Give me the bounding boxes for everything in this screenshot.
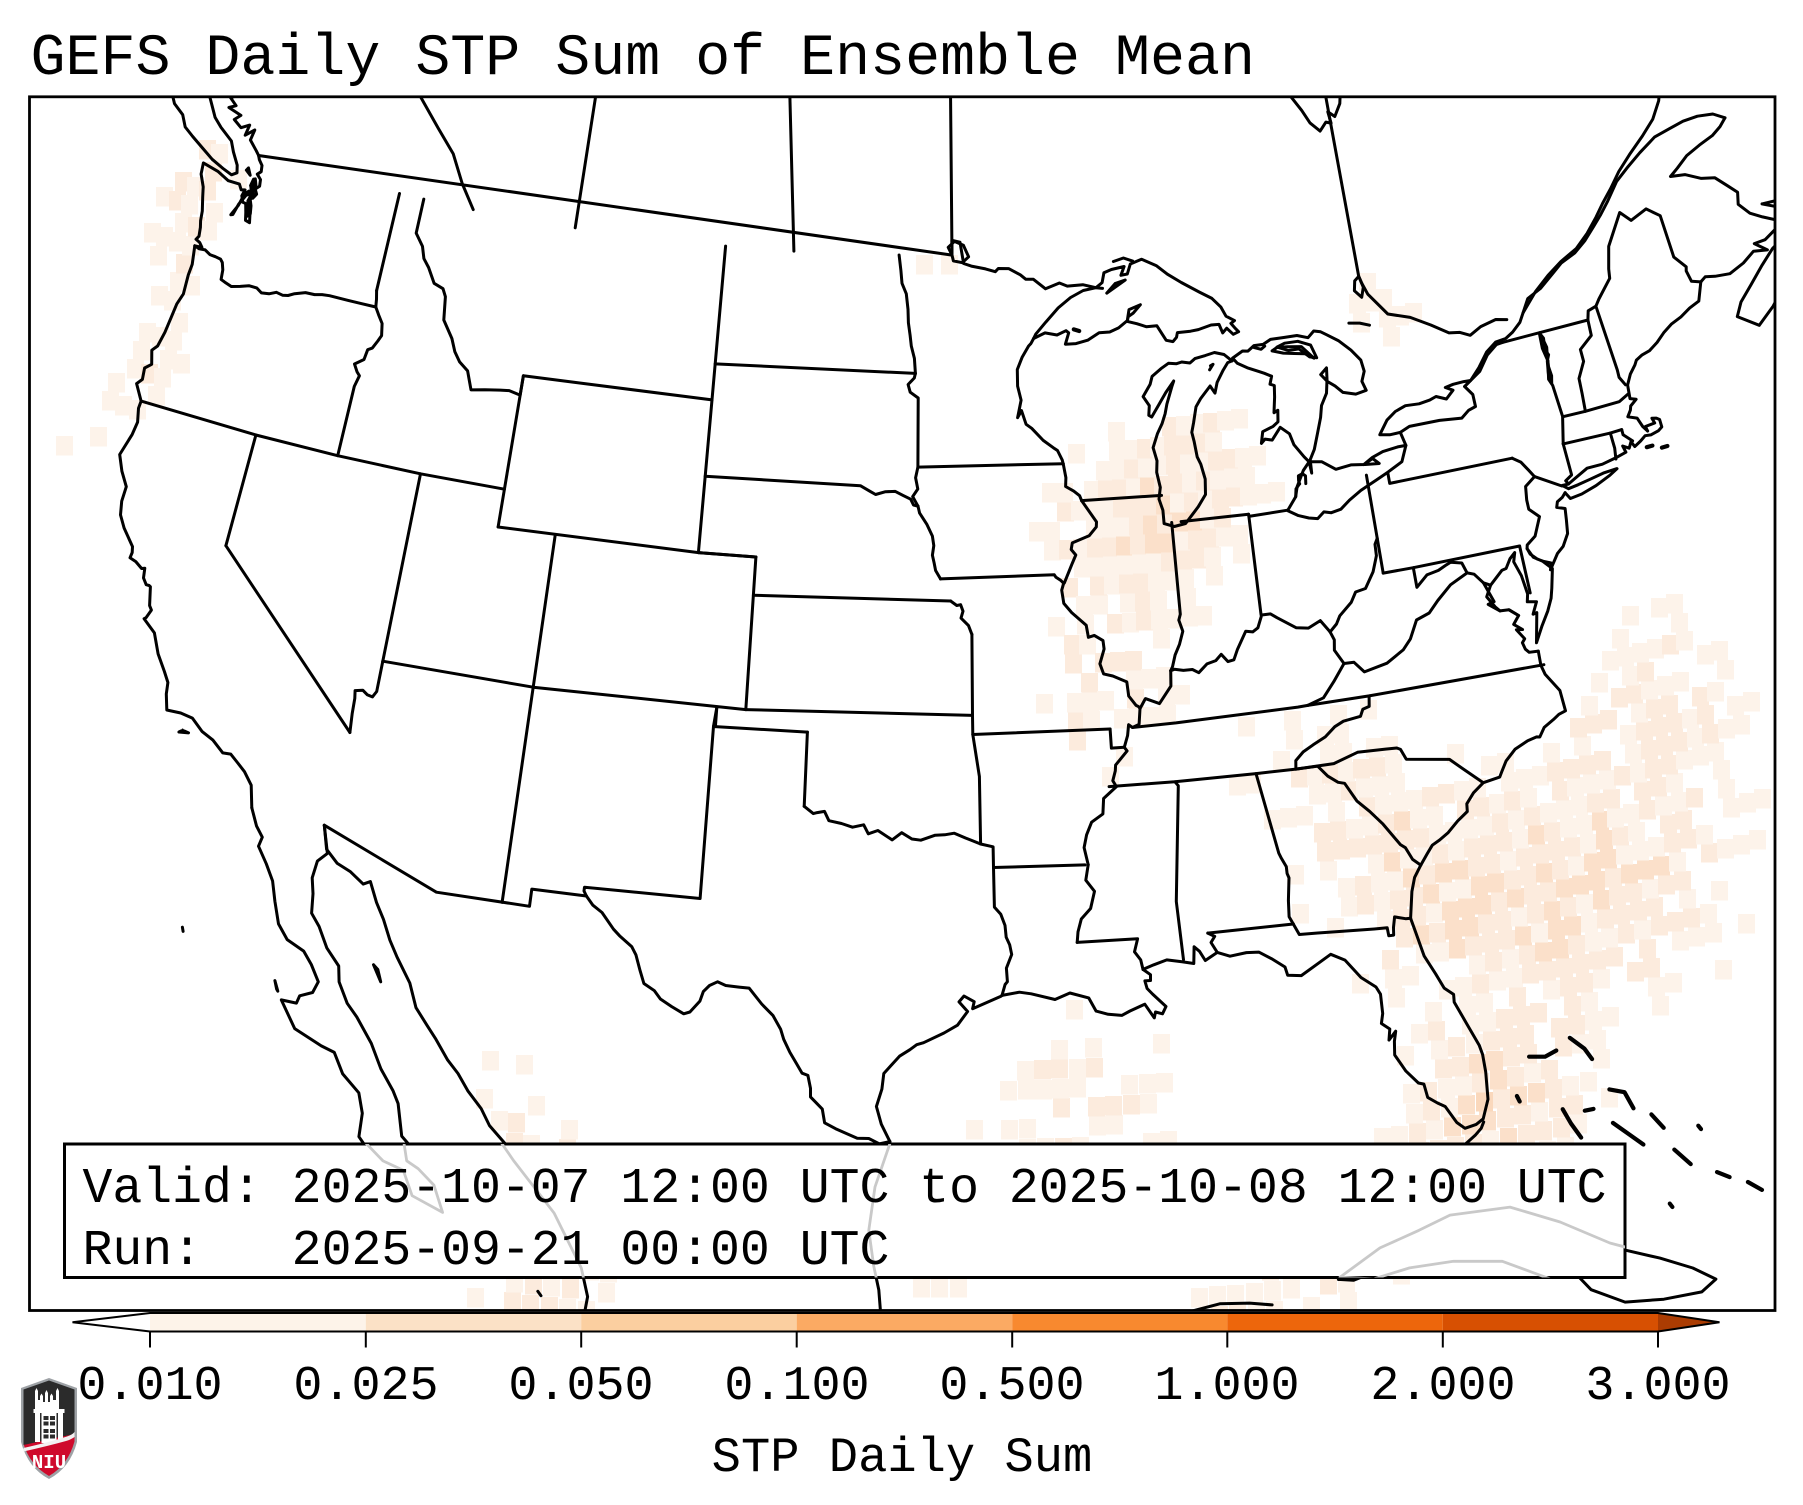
svg-text:2.000: 2.000: [1370, 1359, 1515, 1414]
svg-text:STP Daily Sum: STP Daily Sum: [712, 1430, 1093, 1486]
svg-text:NIU: NIU: [32, 1452, 66, 1474]
svg-text:0.025: 0.025: [293, 1359, 438, 1414]
svg-text:1.000: 1.000: [1154, 1359, 1299, 1414]
svg-text:Valid: 2025-10-07 12:00 UTC to: Valid: 2025-10-07 12:00 UTC to 2025-10-0…: [83, 1161, 1607, 1217]
svg-text:0.500: 0.500: [939, 1359, 1084, 1414]
svg-text:3.000: 3.000: [1585, 1359, 1730, 1414]
svg-text:0.010: 0.010: [77, 1359, 222, 1414]
svg-text:0.050: 0.050: [508, 1359, 653, 1414]
svg-text:0.100: 0.100: [724, 1359, 869, 1414]
svg-text:GEFS Daily STP Sum of Ensemble: GEFS Daily STP Sum of Ensemble Mean: [31, 25, 1255, 92]
svg-text:Run: 2025-09-21 00:00 UTC: Run: 2025-09-21 00:00 UTC: [83, 1223, 890, 1279]
